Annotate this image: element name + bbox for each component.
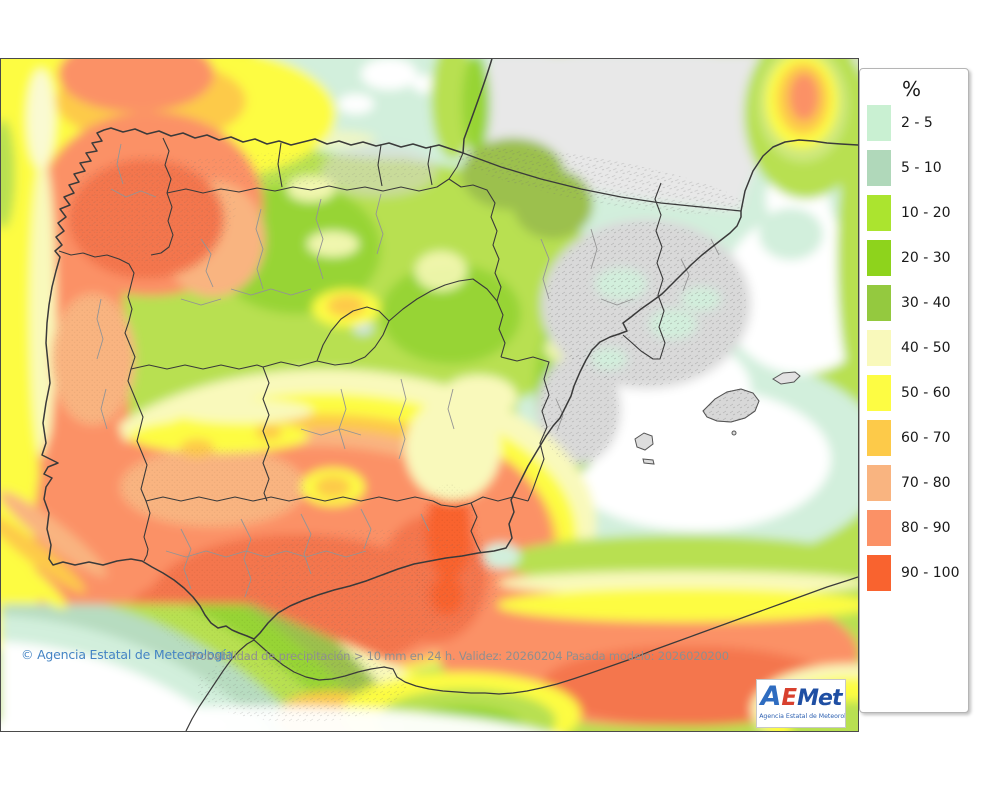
legend-entry: 40 - 50 [867,330,968,366]
precipitation-probability-map: © Agencia Estatal de Meteorología Probab… [0,58,859,732]
legend-entry: 90 - 100 [867,555,968,591]
coastlines [41,59,858,731]
region-borders [58,137,666,562]
logo-letter-e: E [781,685,798,711]
aemet-logo: AEMet Agencia Estatal de Meteorología [756,679,846,728]
logo-letters-met: Met [797,686,842,711]
legend-entry-label: 2 - 5 [901,115,933,131]
legend-entries: 2 - 5 5 - 10 10 - 20 20 - 30 30 - 40 40 - 50 5… [867,105,968,591]
aemet-logo-wordmark: AEMet [757,682,845,712]
aemet-logo-subtitle: Agencia Estatal de Meteorología [759,712,845,720]
copyright-text: © Agencia Estatal de Meteorología [21,647,233,662]
legend-entry: 20 - 30 [867,240,968,276]
legend-swatch [867,375,891,411]
legend-entry-label: 80 - 90 [901,520,951,536]
legend-entry-label: 90 - 100 [901,565,960,581]
legend-swatch [867,555,891,591]
probability-legend: % 2 - 5 5 - 10 10 - 20 20 - 30 30 - 40 40 - 5… [859,68,969,713]
forecast-info-text: Probabilidad de precipitación > 10 mm en… [189,649,729,663]
legend-entry: 30 - 40 [867,285,968,321]
terrain-texture [53,147,746,722]
legend-swatch [867,510,891,546]
legend-entry-label: 70 - 80 [901,475,951,491]
legend-entry: 50 - 60 [867,375,968,411]
legend-entry: 2 - 5 [867,105,968,141]
legend-swatch [867,420,891,456]
legend-swatch [867,240,891,276]
balearic-islands [634,371,801,465]
legend-swatch [867,105,891,141]
legend-swatch [867,195,891,231]
legend-title: % [901,77,921,101]
legend-entry: 70 - 80 [867,465,968,501]
legend-entry-label: 10 - 20 [901,205,951,221]
province-borders [96,143,720,598]
legend-entry-label: 40 - 50 [901,340,951,356]
legend-entry-label: 5 - 10 [901,160,942,176]
legend-entry: 60 - 70 [867,420,968,456]
legend-swatch [867,465,891,501]
legend-swatch [867,330,891,366]
map-graphic [1,59,858,731]
logo-letter-a: A [760,681,782,712]
legend-entry-label: 30 - 40 [901,295,951,311]
legend-swatch [867,150,891,186]
legend-swatch [867,285,891,321]
legend-entry-label: 50 - 60 [901,385,951,401]
legend-entry: 80 - 90 [867,510,968,546]
legend-entry: 5 - 10 [867,150,968,186]
legend-entry: 10 - 20 [867,195,968,231]
legend-entry-label: 20 - 30 [901,250,951,266]
legend-entry-label: 60 - 70 [901,430,951,446]
